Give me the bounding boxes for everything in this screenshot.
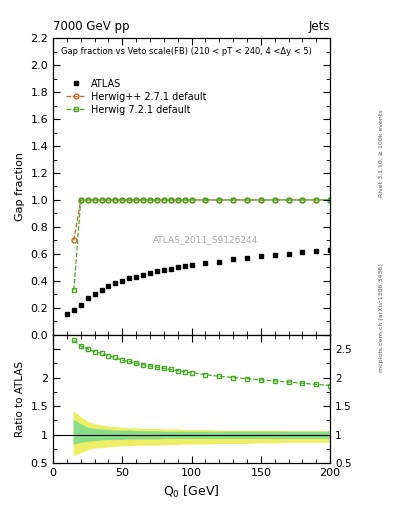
X-axis label: Q$_0$ [GeV]: Q$_0$ [GeV] (163, 484, 220, 500)
Text: 7000 GeV pp: 7000 GeV pp (53, 20, 130, 33)
Legend: ATLAS, Herwig++ 2.7.1 default, Herwig 7.2.1 default: ATLAS, Herwig++ 2.7.1 default, Herwig 7.… (66, 79, 206, 115)
Y-axis label: Ratio to ATLAS: Ratio to ATLAS (15, 361, 25, 437)
Text: Jets: Jets (309, 20, 330, 33)
Y-axis label: Gap fraction: Gap fraction (15, 152, 25, 221)
Text: mcplots.cern.ch [arXiv:1306.3436]: mcplots.cern.ch [arXiv:1306.3436] (379, 263, 384, 372)
Text: ATLAS_2011_S9126244: ATLAS_2011_S9126244 (153, 236, 258, 244)
Text: Rivet 3.1.10, ≥ 100k events: Rivet 3.1.10, ≥ 100k events (379, 110, 384, 198)
Text: Gap fraction vs Veto scale(FB) (210 < pT < 240, 4 <Δy < 5): Gap fraction vs Veto scale(FB) (210 < pT… (61, 47, 312, 56)
